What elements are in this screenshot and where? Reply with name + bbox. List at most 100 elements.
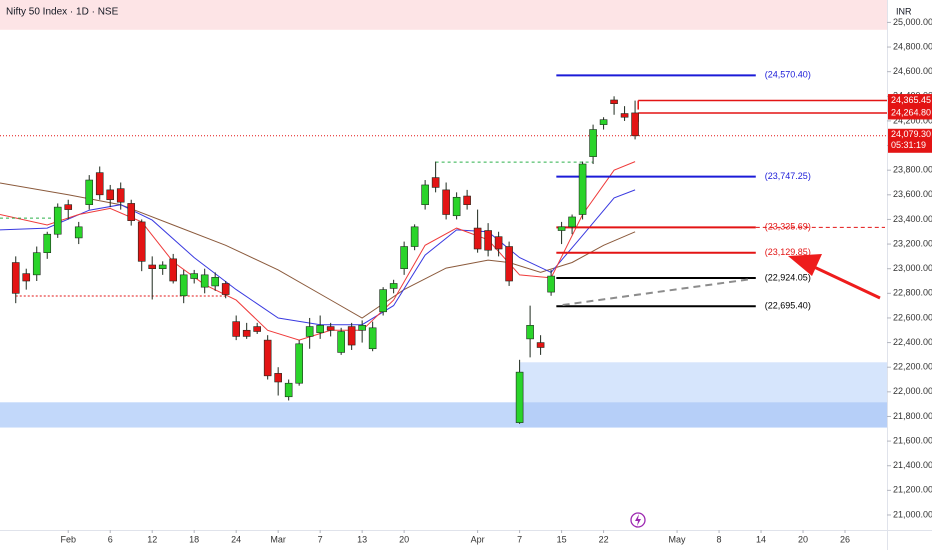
price-badge-label: 24,365.45	[891, 95, 931, 105]
candle-body	[22, 273, 31, 282]
y-tick-label: 23,400.00	[893, 214, 932, 224]
candle-body	[169, 258, 178, 282]
events-icon[interactable]	[630, 512, 646, 528]
event-bolt[interactable]	[635, 514, 641, 526]
candle	[253, 322, 261, 334]
candle-body	[95, 172, 104, 196]
y-tick-label: 21,000.00	[893, 509, 932, 519]
candle-body	[358, 325, 366, 331]
candle	[106, 184, 115, 208]
candle	[347, 322, 356, 350]
candle	[85, 175, 94, 210]
candle	[389, 279, 398, 294]
candle-body	[242, 329, 251, 337]
moving-average	[0, 182, 636, 319]
candle-body	[64, 204, 73, 210]
candle	[494, 231, 503, 257]
moving-average	[0, 161, 636, 341]
candle	[442, 182, 450, 220]
candle-body	[589, 129, 597, 157]
y-tick-label: 24,600.00	[893, 66, 932, 76]
candle-body	[158, 264, 167, 269]
candle-body	[547, 275, 555, 293]
y-tick-label: 23,800.00	[893, 165, 932, 175]
x-tick-label: 15	[557, 534, 567, 544]
x-tick-label: 13	[357, 534, 367, 544]
x-tick-label: 26	[840, 534, 850, 544]
candle	[158, 261, 167, 275]
candle	[221, 281, 230, 299]
y-tick-label: 23,000.00	[893, 263, 932, 273]
y-tick-label: 21,400.00	[893, 460, 932, 470]
candle	[284, 379, 293, 401]
candle-body	[494, 236, 503, 250]
candle-body	[610, 99, 618, 104]
candle-body	[599, 119, 608, 125]
level-label: (22,924.05)	[765, 272, 811, 282]
y-tick-label: 22,000.00	[893, 386, 932, 396]
candle	[211, 272, 219, 291]
candle-body	[74, 226, 83, 239]
candle-body	[536, 342, 545, 348]
y-tick-label: 22,200.00	[893, 362, 932, 372]
x-tick-label: 18	[189, 534, 199, 544]
candle-body	[43, 233, 52, 253]
currency-label: INR	[896, 6, 912, 16]
candle	[400, 241, 408, 275]
current-price-label: 24,079.30	[891, 129, 931, 139]
candle-body	[631, 112, 639, 137]
candle	[578, 161, 587, 220]
candle-body	[568, 216, 576, 228]
chart-title: Nifty 50 Index · 1D · NSE	[6, 7, 119, 18]
x-tick-label: 8	[717, 534, 722, 544]
candle	[484, 223, 492, 257]
candle-body	[32, 252, 41, 276]
candle-body	[295, 343, 303, 384]
y-tick-label: 21,800.00	[893, 411, 932, 421]
candle-body	[137, 221, 146, 262]
candle-body	[116, 188, 125, 203]
candle-body	[263, 339, 272, 377]
candle	[64, 199, 73, 220]
candle-body	[211, 277, 219, 287]
candle-body	[410, 226, 419, 247]
x-tick-label: 20	[399, 534, 409, 544]
plot-layer: (24,570.40) (23,747.25) (23,335.69) (23,129…	[0, 70, 887, 424]
y-tick-label: 23,600.00	[893, 189, 932, 199]
candle	[505, 241, 513, 286]
candle	[74, 221, 83, 245]
event-circle[interactable]	[630, 512, 646, 528]
x-tick-label: 20	[798, 534, 808, 544]
y-tick-label: 22,600.00	[893, 312, 932, 322]
price-badge-label: 24,264.80	[891, 107, 931, 117]
candle	[421, 180, 429, 210]
y-tick-label: 22,800.00	[893, 288, 932, 298]
current-price-badge	[888, 128, 932, 153]
candle	[473, 209, 482, 253]
y-tick-label: 23,200.00	[893, 238, 932, 248]
candle	[148, 256, 157, 300]
candle	[95, 166, 104, 200]
candle	[32, 246, 41, 282]
candle	[190, 269, 198, 284]
moving-average	[0, 189, 636, 326]
candle-body	[85, 179, 94, 205]
x-tick-label: 12	[147, 534, 157, 544]
x-tick-label: Mar	[270, 534, 286, 544]
level-label: (23,129.85)	[765, 247, 811, 257]
countdown-label: 05:31:19	[891, 140, 926, 150]
candle-body	[316, 325, 324, 334]
candle	[11, 256, 20, 304]
candle-body	[106, 189, 115, 201]
zone	[0, 0, 887, 30]
candle-body	[505, 246, 513, 282]
y-tick-label: 24,200.00	[893, 115, 932, 125]
zones-layer	[0, 0, 887, 428]
candle	[116, 182, 125, 210]
candle-body	[221, 283, 230, 295]
candle-body	[179, 274, 188, 297]
arrow-shaft	[811, 264, 881, 300]
candle	[463, 189, 471, 210]
